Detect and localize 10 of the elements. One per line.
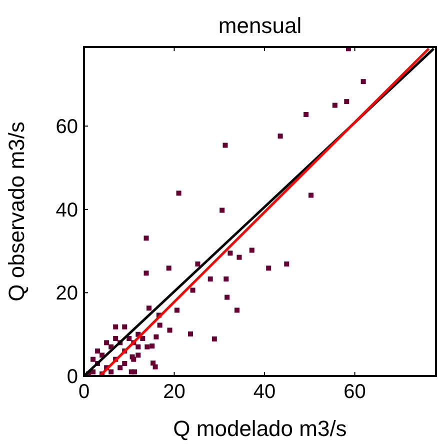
- y-tick-label: 60: [56, 116, 78, 138]
- y-tick-label: 40: [56, 199, 78, 222]
- y-axis-title: Q observado m3/s: [4, 122, 29, 302]
- x-tick-label: 60: [344, 381, 366, 403]
- x-tick-label: 20: [163, 381, 186, 403]
- y-tick-label: 0: [66, 366, 78, 388]
- y-tick-label: 20: [56, 282, 78, 305]
- x-axis-title: Q modelado m3/s: [173, 416, 347, 441]
- x-tick-label: 40: [253, 381, 276, 403]
- chart-title: mensual: [218, 13, 302, 38]
